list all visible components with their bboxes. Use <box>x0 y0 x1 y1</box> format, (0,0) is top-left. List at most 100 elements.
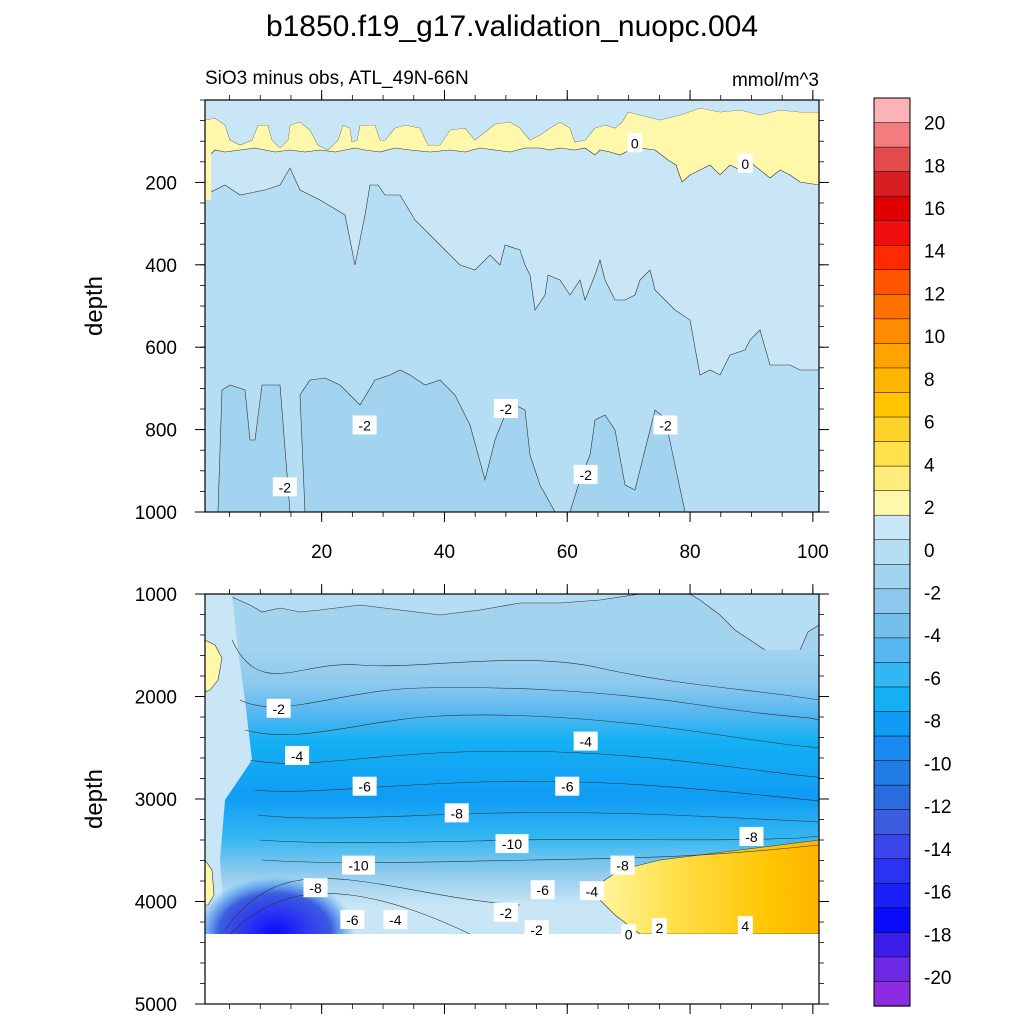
colorbar-swatch <box>873 195 911 222</box>
contour-label: -6 <box>358 779 371 795</box>
contour-label-box <box>493 399 518 418</box>
colorbar-swatch <box>873 932 911 958</box>
y-tick-label: 200 <box>145 173 177 194</box>
colorbar-label: 18 <box>924 156 945 177</box>
x-tick-label: 80 <box>679 542 700 563</box>
chart-subtitle: SiO3 minus obs, ATL_49N-66N <box>205 68 469 89</box>
contour-label-box <box>352 415 377 435</box>
contour-label-box <box>737 153 753 173</box>
colorbar-swatch <box>873 539 911 565</box>
contour-label-box <box>524 920 549 940</box>
colorbar-swatch <box>873 735 911 762</box>
lower-axis-ticks: 1000 2000 3000 4000 5000 <box>135 584 829 1016</box>
contour-label-box <box>495 834 529 854</box>
contour-label-box <box>493 902 518 922</box>
colorbar-swatch <box>873 981 911 1007</box>
y-tick-label: 800 <box>145 421 177 442</box>
contour-label: 0 <box>631 135 639 151</box>
colorbar-label: 10 <box>924 327 945 348</box>
contour-label-box <box>573 731 598 751</box>
colorbar-swatch <box>873 883 911 909</box>
contour-label: -4 <box>586 883 599 899</box>
colorbar-swatch <box>873 392 911 418</box>
contour-label-box <box>352 776 377 796</box>
contour-label-box <box>340 909 365 929</box>
contour-label: -8 <box>745 829 758 845</box>
contour-label: -2 <box>500 905 513 921</box>
contour-label: -4 <box>291 748 304 764</box>
colorbar-swatch <box>873 294 911 320</box>
contour-label: -8 <box>451 805 464 821</box>
upper-panel: 200 400 600 800 1000 20 40 60 80 100 0 0 -2 -2 -2 -2 -2… <box>81 90 829 563</box>
contour-label-box <box>303 878 328 898</box>
contour-label-box <box>610 855 635 875</box>
colorbar-swatch <box>873 171 911 197</box>
contour-label-box <box>272 477 297 497</box>
lower-contour-labels: -2 -4 -6 -6 -4 -8 -10 -10 -8 -8 -8 -6 -4 -2 -2 -6 -4 0 2 4 <box>266 698 764 944</box>
colorbar-label: 12 <box>924 284 945 305</box>
colorbar-swatch <box>873 490 911 516</box>
contour-label: -2 <box>272 701 285 717</box>
colorbar-swatch <box>873 514 911 541</box>
colorbar-swatch <box>873 564 911 590</box>
contour-label-box <box>579 881 604 901</box>
upper-axis-ticks: 200 400 600 800 1000 20 40 60 80 100 <box>135 90 829 563</box>
colorbar-swatch <box>873 588 911 615</box>
colorbar-label: -10 <box>924 754 951 775</box>
colorbar-swatch <box>873 318 911 345</box>
colorbar-label: 16 <box>924 199 945 220</box>
contour-label: -8 <box>616 858 629 874</box>
upper-left-edge-band <box>205 150 211 200</box>
colorbar-swatch <box>873 833 911 860</box>
contour-label-box <box>739 826 764 846</box>
contour-label: -2 <box>579 467 592 483</box>
y-tick-label: 4000 <box>135 893 177 914</box>
x-tick-label: 20 <box>311 542 332 563</box>
lower-left-positive-patch <box>205 639 223 693</box>
contour-label: -2 <box>500 401 513 417</box>
contour-label: -4 <box>389 912 402 928</box>
y-tick-label: 5000 <box>135 995 177 1016</box>
colorbar-swatch <box>873 465 911 492</box>
colorbar-label: 20 <box>924 114 945 135</box>
colorbar-swatch <box>873 269 911 295</box>
colorbar-label: -4 <box>924 626 941 647</box>
contour-label: 0 <box>625 926 633 942</box>
colorbar-swatch <box>873 662 911 688</box>
contour-label: -10 <box>348 858 368 874</box>
contour-label-box <box>444 803 469 823</box>
contour-label-box <box>621 924 637 944</box>
colorbar-swatch <box>873 711 911 737</box>
colorbar-swatch <box>873 343 911 369</box>
upper-y-axis-label: depth <box>81 276 108 336</box>
colorbar-swatch <box>873 244 911 271</box>
colorbar-swatch <box>873 956 911 983</box>
colorbar-frame <box>873 97 911 1007</box>
colorbar-swatch <box>873 613 911 639</box>
colorbar-swatch <box>873 784 911 811</box>
contour-label: -2 <box>530 922 543 938</box>
lower-warm-positive-region <box>589 839 819 934</box>
x-tick-label: 40 <box>434 542 455 563</box>
colorbar-swatch <box>873 809 911 835</box>
lower-y-axis-label: depth <box>81 769 108 829</box>
colorbar-swatch <box>873 416 911 443</box>
lower-contour-lines <box>224 639 819 934</box>
colorbar-swatch <box>873 686 911 713</box>
colorbar-swatch <box>873 907 911 934</box>
contour-label-box <box>653 415 678 435</box>
colorbar-label: 14 <box>924 242 946 263</box>
x-tick-label: 100 <box>797 542 829 563</box>
upper-top-sliver <box>205 100 819 150</box>
colorbar-label: 4 <box>924 455 935 476</box>
colorbar-label: 6 <box>924 413 935 434</box>
contour-label-box <box>383 909 408 929</box>
colorbar-label: 2 <box>924 498 935 519</box>
contour-label-box <box>285 745 310 765</box>
colorbar-label: -8 <box>924 712 941 733</box>
colorbar-swatch <box>873 220 911 246</box>
colorbar-swatch <box>873 637 911 664</box>
contour-label-box <box>342 855 375 875</box>
